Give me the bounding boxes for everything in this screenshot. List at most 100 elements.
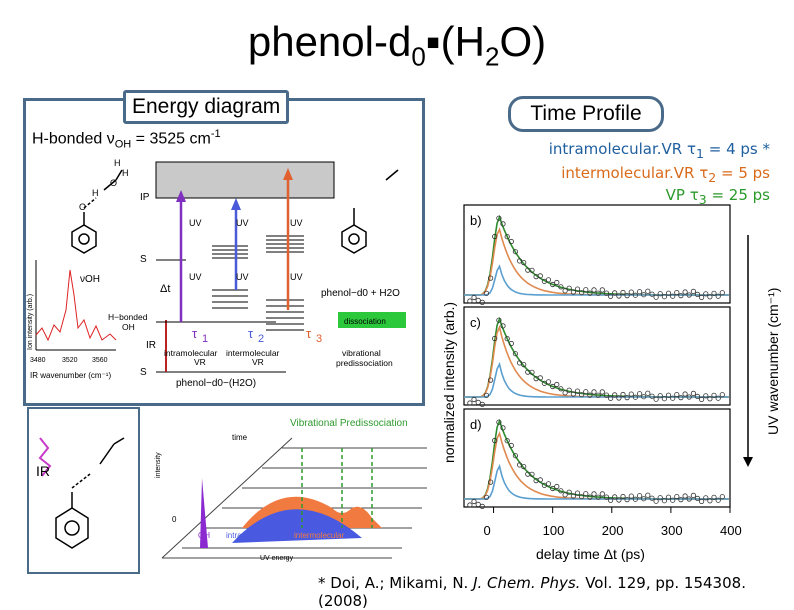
data-point — [649, 291, 655, 297]
data-point — [591, 389, 597, 395]
data-point — [628, 391, 634, 397]
data-point — [550, 383, 556, 390]
data-point — [698, 498, 705, 504]
data-point — [554, 279, 560, 286]
data-point — [467, 502, 473, 508]
data-point — [703, 291, 709, 297]
svg-text:3: 3 — [316, 333, 322, 345]
data-point — [492, 437, 498, 444]
data-point — [715, 293, 721, 299]
data-point — [500, 425, 506, 431]
data-point — [670, 395, 676, 401]
data-point — [612, 290, 618, 296]
data-point — [641, 292, 647, 298]
data-point — [653, 294, 659, 300]
curve — [464, 324, 729, 398]
svg-text:νOH: νOH — [80, 274, 100, 285]
data-point — [608, 293, 614, 299]
svg-text:UV: UV — [290, 272, 303, 282]
data-point — [492, 233, 498, 240]
data-point — [500, 221, 506, 227]
data-point — [711, 494, 717, 500]
data-point — [603, 494, 610, 500]
data-point — [496, 317, 502, 323]
data-point — [583, 287, 589, 293]
data-point — [579, 392, 585, 398]
data-point — [653, 498, 659, 504]
x-axis-label: delay time Δt (ps) — [536, 546, 645, 562]
data-point — [612, 494, 618, 500]
data-point — [649, 393, 655, 399]
data-point — [570, 289, 576, 295]
svg-text:IR: IR — [146, 340, 156, 351]
data-point — [616, 395, 622, 401]
data-point — [637, 493, 643, 499]
svg-text:phenol−d0−(H2O): phenol−d0−(H2O) — [176, 378, 256, 389]
svg-text:UV: UV — [236, 272, 249, 282]
data-point — [616, 293, 622, 299]
data-point — [670, 497, 676, 503]
svg-text:S: S — [140, 254, 147, 265]
data-point — [479, 299, 485, 306]
curve — [464, 431, 729, 500]
data-point — [521, 362, 527, 368]
panel-label: b) — [470, 213, 482, 228]
data-point — [562, 288, 568, 294]
svg-text:H: H — [92, 188, 99, 198]
data-point — [579, 494, 585, 500]
curve — [464, 227, 729, 296]
svg-text:IP: IP — [140, 192, 150, 203]
data-point — [479, 503, 485, 509]
data-point — [694, 291, 701, 298]
data-point — [645, 492, 651, 498]
data-point — [475, 399, 481, 405]
data-point — [587, 392, 593, 398]
data-point — [583, 491, 589, 497]
data-point — [665, 290, 672, 296]
data-point — [674, 290, 680, 296]
svg-text:predissociation: predissociation — [336, 358, 393, 368]
data-point — [558, 488, 564, 494]
data-point — [719, 392, 725, 398]
data-point — [558, 284, 564, 290]
svg-text:UV energy: UV energy — [260, 555, 294, 562]
svg-text:UV: UV — [290, 218, 303, 228]
ir-excitation-drawing: IR — [36, 437, 125, 549]
data-point — [682, 391, 688, 397]
data-point — [608, 395, 614, 401]
data-point — [653, 396, 659, 402]
data-point — [483, 392, 490, 398]
data-point — [504, 438, 510, 444]
data-point — [698, 396, 705, 402]
data-point — [678, 496, 684, 503]
data-point — [632, 496, 638, 502]
data-point — [703, 393, 709, 399]
data-point — [550, 281, 556, 288]
data-point — [566, 387, 572, 393]
time-profile-chart: normalized intensity (arb.) UV wavenumbe… — [441, 204, 781, 562]
curve — [464, 316, 729, 398]
svg-text:intensity: intensity — [155, 452, 162, 478]
svg-text:intramolecular: intramolecular — [164, 348, 218, 358]
panel-label: c) — [470, 315, 481, 330]
data-point — [715, 497, 721, 503]
dissociation-box — [338, 312, 406, 328]
svg-text:VR: VR — [252, 357, 264, 367]
data-point — [595, 494, 601, 500]
data-point — [678, 395, 684, 401]
svg-text:OH: OH — [122, 322, 135, 332]
data-point — [661, 396, 667, 402]
data-point — [467, 298, 473, 304]
svg-text:IR: IR — [36, 463, 50, 479]
data-point — [545, 277, 552, 283]
svg-text:O: O — [79, 202, 86, 212]
x-tick-label: 0 — [484, 523, 491, 538]
data-point — [715, 395, 721, 401]
energy-diagram-label: Energy diagram — [123, 90, 290, 124]
svg-text:Vibrational Predissociation: Vibrational Predissociation — [290, 418, 408, 429]
data-point — [467, 400, 473, 406]
energy-level-diagram: O H O H H IP S S IR UV UV UV UV UV UV Δt… — [27, 158, 406, 389]
x-tick-label: 300 — [661, 523, 683, 538]
data-point — [508, 238, 514, 245]
svg-text:3520: 3520 — [62, 357, 78, 364]
